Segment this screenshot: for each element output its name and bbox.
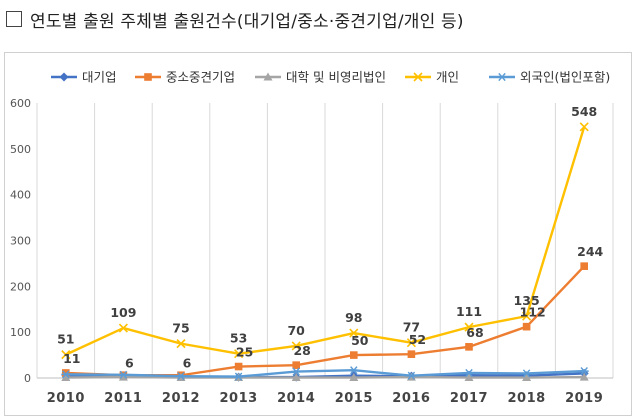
square-marker [292, 361, 300, 369]
x-marker [61, 350, 71, 360]
x-marker [522, 311, 532, 321]
square-marker [144, 73, 152, 81]
x-tick-label: 2019 [565, 391, 603, 406]
x-tick-label: 2016 [392, 391, 430, 406]
data-label: 68 [466, 325, 483, 340]
data-label: 75 [172, 321, 189, 336]
star-marker [291, 367, 301, 376]
x-marker [579, 122, 589, 132]
data-label: 6 [183, 355, 192, 370]
x-tick-label: 2017 [450, 391, 488, 406]
y-tick-label: 100 [10, 326, 31, 339]
square-marker [350, 351, 358, 359]
x-marker [413, 72, 423, 82]
triangle-marker [522, 373, 532, 382]
x-marker [118, 323, 128, 333]
data-label: 51 [57, 332, 74, 347]
title-row: 연도별 출원 주체별 출원건수(대기업/중소·중견기업/개인 등) [6, 6, 464, 32]
x-marker [234, 349, 244, 359]
triangle-marker [61, 373, 71, 382]
star-marker [579, 367, 589, 376]
star-marker [464, 368, 474, 378]
star-marker [61, 370, 71, 379]
diamond-marker [59, 72, 69, 82]
data-label: 25 [236, 345, 253, 360]
data-label: 6 [125, 355, 134, 370]
data-label: 112 [520, 305, 546, 320]
data-label: 135 [514, 293, 540, 308]
x-tick-label: 2015 [335, 391, 373, 406]
square-marker [465, 343, 473, 351]
data-label: 548 [571, 104, 597, 119]
triangle-marker [118, 372, 128, 381]
y-tick-label: 400 [10, 189, 31, 202]
square-marker [62, 369, 70, 377]
x-tick-label: 2012 [162, 391, 200, 406]
data-label: 111 [456, 304, 482, 319]
series-line [65, 369, 585, 378]
star-marker [176, 372, 186, 381]
y-tick-label: 200 [10, 280, 31, 293]
data-label: 52 [409, 332, 426, 347]
x-tick-label: 2013 [220, 391, 258, 406]
data-label: 98 [345, 310, 362, 325]
x-tick-label: 2014 [277, 391, 315, 406]
star-marker [349, 366, 359, 375]
legend-label: 중소중견기업 [166, 70, 235, 85]
x-tick-label: 2018 [508, 391, 546, 406]
legend-label: 대학 및 비영리법인 [286, 70, 386, 85]
legend-label: 외국인(법인포함) [520, 70, 610, 85]
y-tick-label: 300 [10, 235, 31, 248]
checkbox-square-icon [6, 11, 22, 27]
data-label: 244 [577, 244, 603, 259]
x-marker [464, 322, 474, 332]
legend-label: 대기업 [82, 70, 117, 85]
square-marker [522, 322, 531, 331]
data-label: 50 [351, 333, 369, 348]
triangle-marker [263, 72, 273, 81]
star-marker [234, 372, 244, 381]
square-marker [234, 362, 243, 371]
y-tick-label: 600 [10, 97, 31, 110]
star-marker [118, 370, 128, 379]
chart-title: 연도별 출원 주체별 출원건수(대기업/중소·중견기업/개인 등) [30, 11, 464, 32]
data-label: 11 [63, 351, 80, 366]
y-tick-label: 500 [10, 143, 31, 156]
data-label: 53 [230, 331, 247, 346]
x-marker [406, 338, 416, 348]
square-marker [407, 350, 416, 358]
y-tick-label: 0 [24, 372, 31, 385]
x-marker [349, 328, 359, 338]
square-marker [580, 262, 588, 270]
x-tick-label: 2010 [47, 391, 85, 406]
triangle-marker [464, 373, 474, 382]
x-marker [291, 341, 301, 351]
star-marker [522, 369, 532, 378]
line-chart: 0 100 200 300 400 500 600 2010 2011 2012 2013 2014 2… [10, 70, 614, 406]
data-label: 70 [287, 323, 305, 338]
series-line [65, 126, 586, 356]
triangle-marker [291, 373, 301, 382]
star-marker [406, 371, 416, 380]
x-marker [176, 339, 186, 349]
star-marker [497, 72, 507, 82]
data-label: 77 [403, 320, 420, 335]
chart-frame: 0 100 200 300 400 500 600 2010 2011 2012 2013 2014 2… [4, 52, 632, 416]
triangle-marker [579, 372, 589, 381]
data-label: 109 [110, 305, 136, 320]
data-label: 28 [293, 343, 310, 358]
triangle-marker [349, 373, 359, 382]
x-tick-label: 2011 [104, 391, 142, 406]
legend-label: 개인 [436, 70, 459, 85]
